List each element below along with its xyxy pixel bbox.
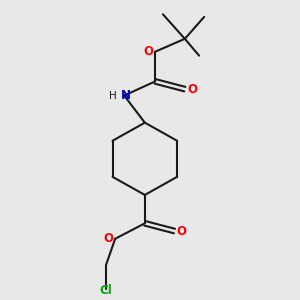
Text: O: O bbox=[177, 224, 187, 238]
Text: O: O bbox=[103, 232, 113, 245]
Text: N: N bbox=[121, 89, 130, 102]
Text: O: O bbox=[143, 45, 153, 58]
Text: O: O bbox=[187, 82, 197, 96]
Text: H: H bbox=[109, 91, 116, 100]
Text: Cl: Cl bbox=[100, 284, 112, 297]
